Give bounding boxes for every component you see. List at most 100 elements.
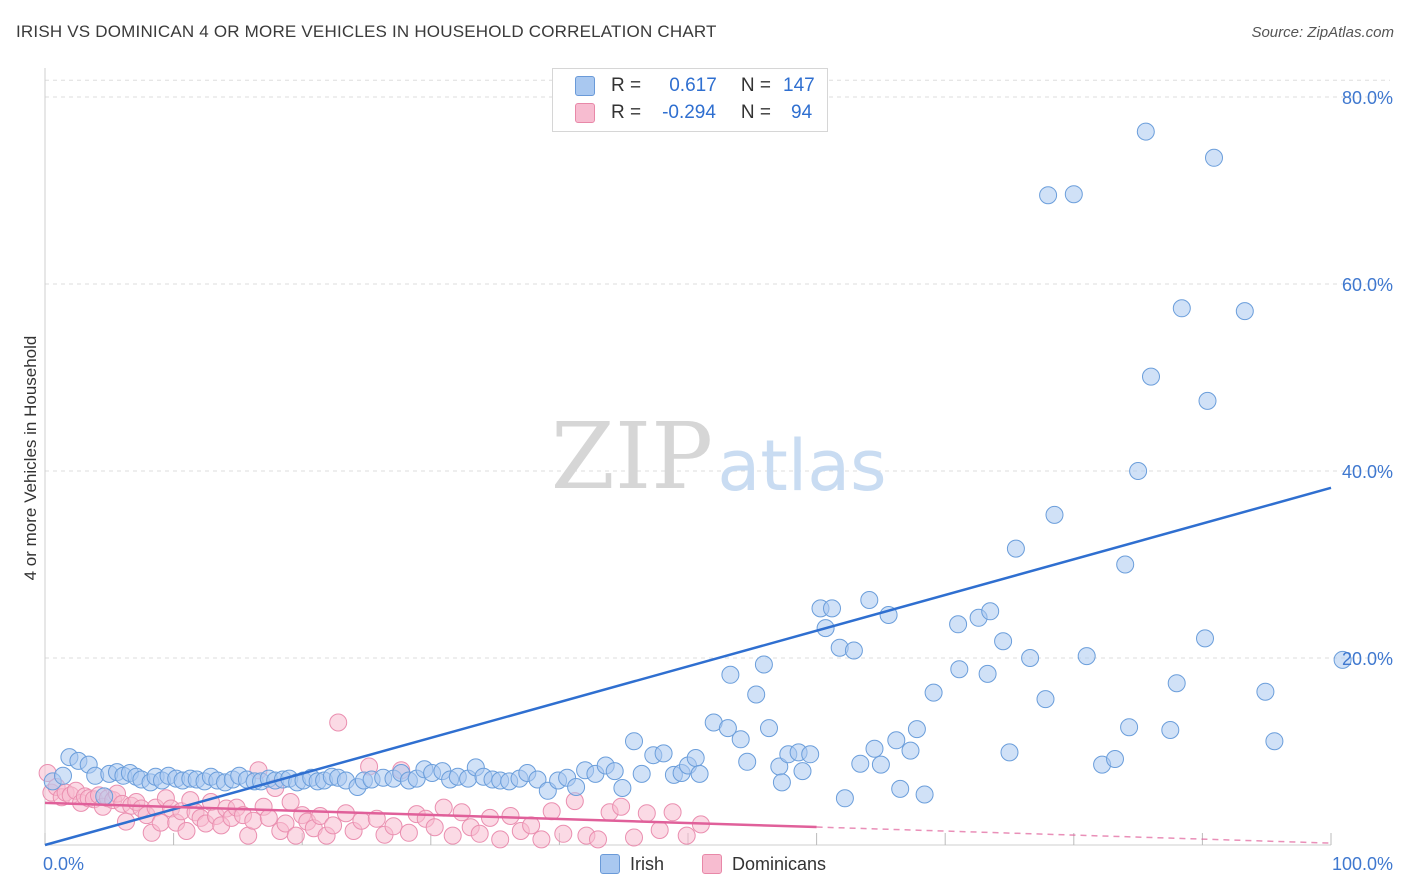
dominicans-trend-line-extension (816, 826, 1332, 844)
irish-point (978, 664, 997, 683)
chart-title: IRISH VS DOMINICAN 4 OR MORE VEHICLES IN… (16, 22, 717, 41)
irish-point (835, 789, 854, 808)
irish-point (1142, 367, 1160, 386)
irish-point (528, 770, 547, 789)
irish-point (860, 591, 879, 609)
irish-point (1172, 299, 1191, 318)
irish-point (721, 665, 740, 684)
irish-legend-label: Irish (630, 853, 665, 874)
dominicans-point (259, 808, 278, 827)
dominicans-point (650, 821, 669, 839)
legend-item-irish[interactable]: Irish (600, 852, 664, 876)
dominicans-swatch (575, 103, 595, 123)
dominicans-point (677, 826, 696, 845)
irish-point (567, 778, 586, 796)
dominicans-point (425, 818, 444, 837)
irish-point (1106, 750, 1124, 768)
irish-point (823, 599, 841, 618)
irish-point (1167, 674, 1186, 693)
irish-point (924, 683, 943, 702)
dominicans-point (612, 797, 631, 816)
source-credit[interactable]: Source: ZipAtlas.com (1251, 24, 1394, 41)
n-label: N = (740, 102, 771, 123)
dominicans-point (276, 814, 295, 833)
irish-point (1021, 649, 1040, 667)
irish-point (865, 739, 884, 758)
irish-point (1077, 647, 1096, 666)
dominicans-point (625, 828, 643, 847)
y-tick-label: 20.0% (1342, 649, 1393, 669)
dominicans-point (663, 803, 682, 822)
dominicans-legend-swatch (702, 854, 722, 874)
dominicans-point (329, 713, 348, 732)
irish-point (891, 779, 910, 798)
legend-item-dominicans[interactable]: Dominicans (702, 852, 826, 876)
dominicans-point (177, 822, 196, 840)
dominicans-point (554, 824, 573, 843)
r-label: R = (611, 102, 642, 123)
irish-point (981, 602, 1000, 621)
dominicans-point (384, 817, 403, 836)
irish-point (1036, 690, 1055, 709)
irish-point (632, 764, 651, 783)
irish-point (901, 741, 920, 760)
dominicans-point (542, 802, 561, 821)
irish-point (907, 720, 926, 739)
n-value: 147 (783, 75, 815, 96)
dominicans-point (399, 823, 418, 842)
irish-points (43, 122, 1352, 808)
x-tick-label-max: 100.0% (1332, 854, 1393, 874)
irish-point (718, 719, 737, 738)
dominicans-trend-line (44, 801, 817, 829)
irish-point (690, 764, 709, 783)
irish-point (738, 752, 757, 771)
irish-point (1116, 555, 1135, 574)
watermark: ZIP atlas (551, 403, 887, 510)
irish-point (1006, 539, 1025, 558)
dominicans-legend-label: Dominicans (732, 853, 827, 874)
dominicans-point (286, 826, 305, 845)
irish-point (844, 641, 863, 660)
irish-point (994, 632, 1013, 651)
legend-row-irish: R = 0.617 N = 147 (575, 73, 815, 99)
irish-point (949, 615, 968, 634)
y-axis-label: 4 or more Vehicles in Household (21, 336, 40, 581)
irish-point (1000, 743, 1019, 762)
axes (44, 68, 1332, 846)
y-tick-label: 80.0% (1342, 88, 1393, 108)
r-value: -0.294 (662, 102, 716, 123)
irish-point (95, 787, 114, 806)
irish-point (625, 732, 643, 751)
dominicans-point (532, 830, 551, 849)
irish-point (1205, 148, 1223, 167)
n-label: N = (740, 75, 771, 96)
irish-point (887, 731, 906, 750)
r-label: R = (611, 75, 642, 96)
irish-point (871, 755, 890, 774)
irish-point (950, 660, 969, 679)
dominicans-point (151, 813, 170, 832)
dominicans-point (470, 824, 489, 843)
irish-point (54, 766, 72, 785)
irish-point (1045, 505, 1064, 524)
x-tick-label-min: 0.0% (43, 854, 84, 874)
gridlines (45, 79, 1390, 659)
irish-point (605, 762, 624, 781)
irish-point (1196, 629, 1214, 648)
dominicans-point (589, 830, 607, 849)
irish-point (1161, 721, 1180, 739)
irish-legend-swatch (600, 854, 620, 874)
irish-point (1129, 462, 1148, 480)
stats-legend: R = 0.617 N = 147 R = -0.294 N = 94 (552, 68, 828, 132)
irish-point (851, 754, 870, 773)
dominicans-point (434, 798, 453, 817)
irish-point (1039, 186, 1058, 205)
legend-row-dominicans: R = -0.294 N = 94 (575, 100, 812, 126)
irish-point (1265, 732, 1284, 751)
irish-point (801, 745, 820, 764)
dominicans-point (281, 793, 300, 811)
dominicans-point (491, 830, 510, 849)
y-tick-label: 60.0% (1342, 275, 1393, 295)
watermark-atlas: atlas (717, 425, 886, 507)
